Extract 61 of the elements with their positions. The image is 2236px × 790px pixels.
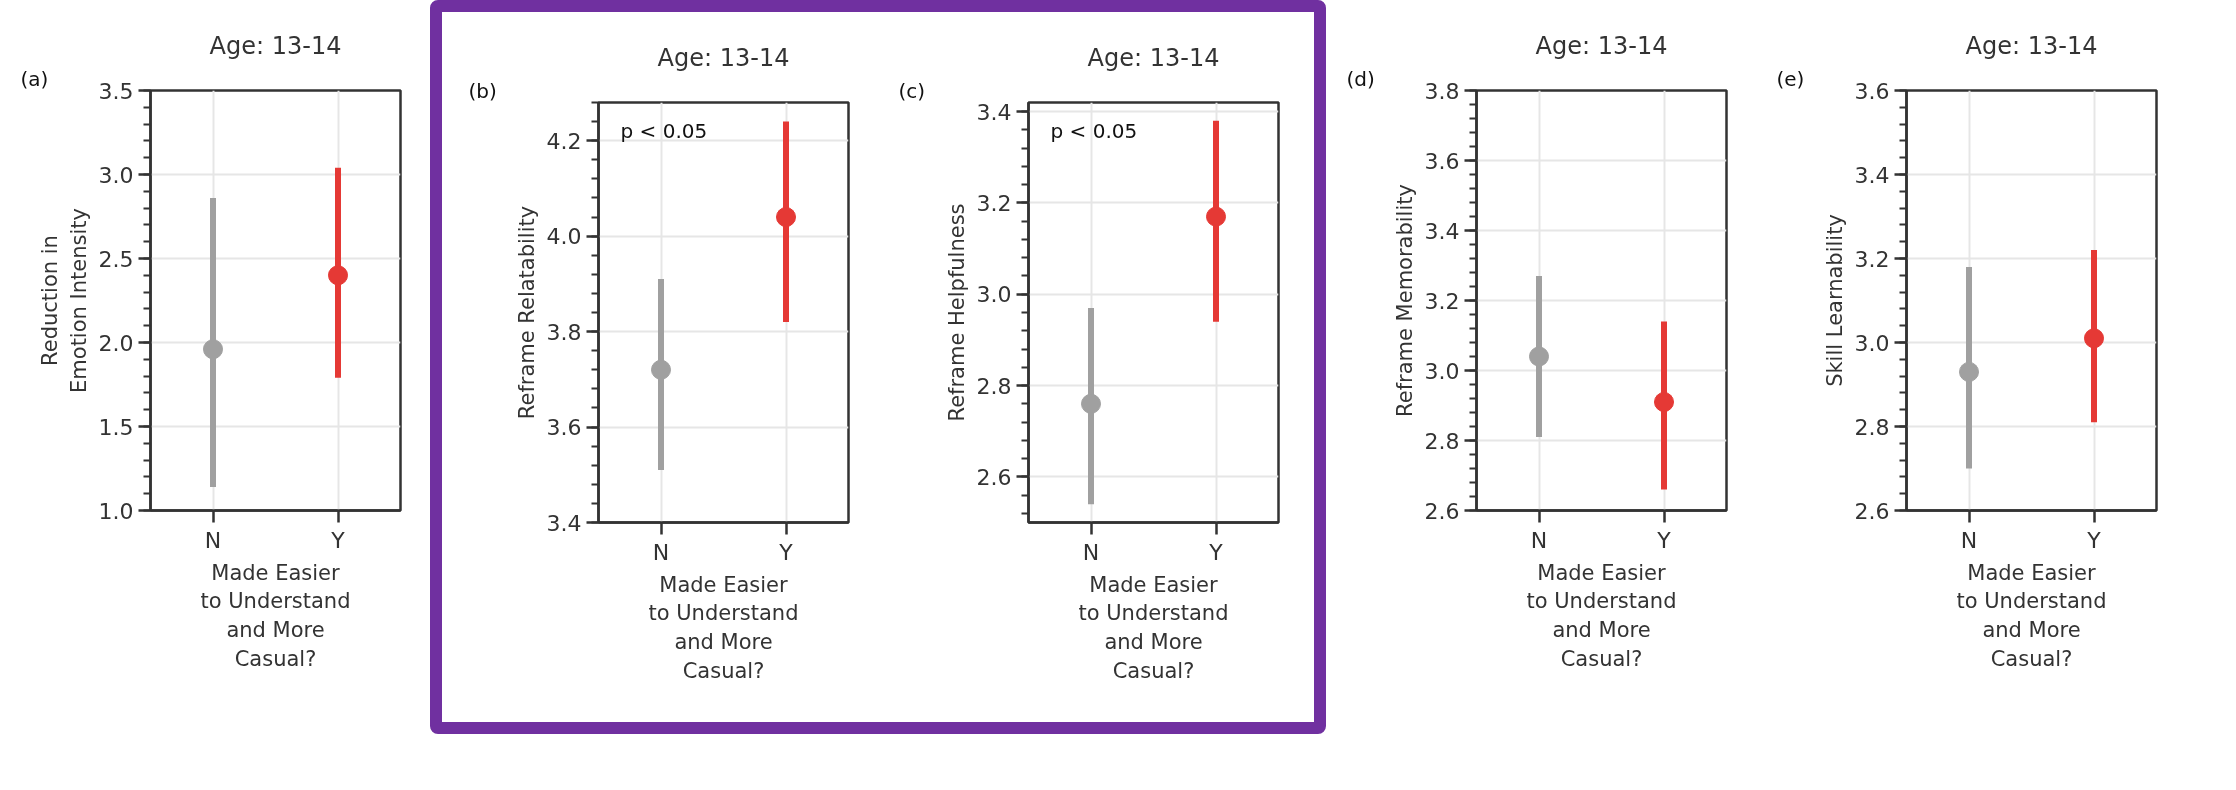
chart-title: Age: 13-14 — [209, 31, 342, 60]
text: (b) — [468, 78, 497, 103]
annotation: p < 0.05 — [620, 118, 708, 143]
y-axis-title: Reframe Helpfulness — [944, 203, 969, 422]
chart-title: Age: 13-14 — [1965, 31, 2098, 60]
y-tick-label: 3.0 — [976, 282, 1012, 308]
y-tick-label: 3.2 — [1854, 246, 1890, 272]
y-axis-title: Reframe Relatability — [514, 205, 539, 420]
y-tick-label: 3.4 — [546, 510, 582, 536]
y-tick-label: 3.4 — [1424, 218, 1460, 244]
y-tick-label: 3.2 — [976, 190, 1012, 216]
y-axis-title: Reframe Memorability — [1392, 184, 1417, 417]
y-tick-label: 4.2 — [546, 128, 582, 154]
chart-title: Age: 13-14 — [1087, 43, 1220, 72]
y-tick-label: 3.2 — [1424, 288, 1460, 314]
y-tick-label: 2.6 — [1854, 498, 1890, 524]
text: (a) — [20, 66, 49, 91]
x-tick-label: N — [204, 527, 222, 553]
x-axis-title: Made Easier to Understand and More Casual? — [648, 572, 799, 683]
y-tick-label: 3.6 — [546, 415, 582, 441]
y-tick-label: 2.8 — [1854, 414, 1890, 440]
y-tick-label: 3.6 — [1854, 78, 1890, 104]
y-tick-label: 3.0 — [1854, 330, 1890, 356]
y-tick-label: 2.5 — [98, 246, 134, 272]
y-tick-label: 3.0 — [98, 162, 134, 188]
y-tick-label: 3.4 — [976, 99, 1012, 125]
y-tick-label: 4.0 — [546, 224, 582, 250]
text: (c) — [898, 78, 926, 103]
x-tick-label: Y — [2086, 527, 2102, 553]
y-tick-label: 1.5 — [98, 414, 134, 440]
x-tick-label: N — [1082, 539, 1100, 565]
text: (e) — [1776, 66, 1805, 91]
x-tick-label: Y — [1656, 527, 1672, 553]
x-tick-label: N — [1960, 527, 1978, 553]
x-axis-title: Made Easier to Understand and More Casual? — [1078, 572, 1229, 683]
y-tick-label: 3.0 — [1424, 358, 1460, 384]
x-axis-title: Made Easier to Understand and More Casual? — [200, 560, 351, 671]
y-tick-label: 1.0 — [98, 498, 134, 524]
x-tick-label: Y — [1208, 539, 1224, 565]
x-tick-label: Y — [778, 539, 794, 565]
y-axis-title: Reduction in Emotion Intensity — [37, 208, 91, 393]
y-tick-label: 2.8 — [976, 373, 1012, 399]
x-axis-title: Made Easier to Understand and More Casual? — [1526, 560, 1677, 671]
y-tick-label: 2.8 — [1424, 428, 1460, 454]
chart-title: Age: 13-14 — [657, 43, 790, 72]
y-tick-label: 3.6 — [1424, 148, 1460, 174]
annotation: p < 0.05 — [1050, 118, 1138, 143]
x-axis-title: Made Easier to Understand and More Casual? — [1956, 560, 2107, 671]
y-tick-label: 2.0 — [98, 330, 134, 356]
y-tick-label: 3.8 — [546, 319, 582, 345]
y-tick-label: 2.6 — [976, 464, 1012, 490]
y-tick-label: 3.8 — [1424, 78, 1460, 104]
text: (d) — [1346, 66, 1375, 91]
x-tick-label: Y — [330, 527, 346, 553]
y-tick-label: 3.5 — [98, 78, 134, 104]
y-tick-label: 2.6 — [1424, 498, 1460, 524]
x-tick-label: N — [1530, 527, 1548, 553]
y-axis-title: Skill Learnability — [1822, 214, 1847, 387]
chart-title: Age: 13-14 — [1535, 31, 1668, 60]
y-tick-label: 3.4 — [1854, 162, 1890, 188]
x-tick-label: N — [652, 539, 670, 565]
